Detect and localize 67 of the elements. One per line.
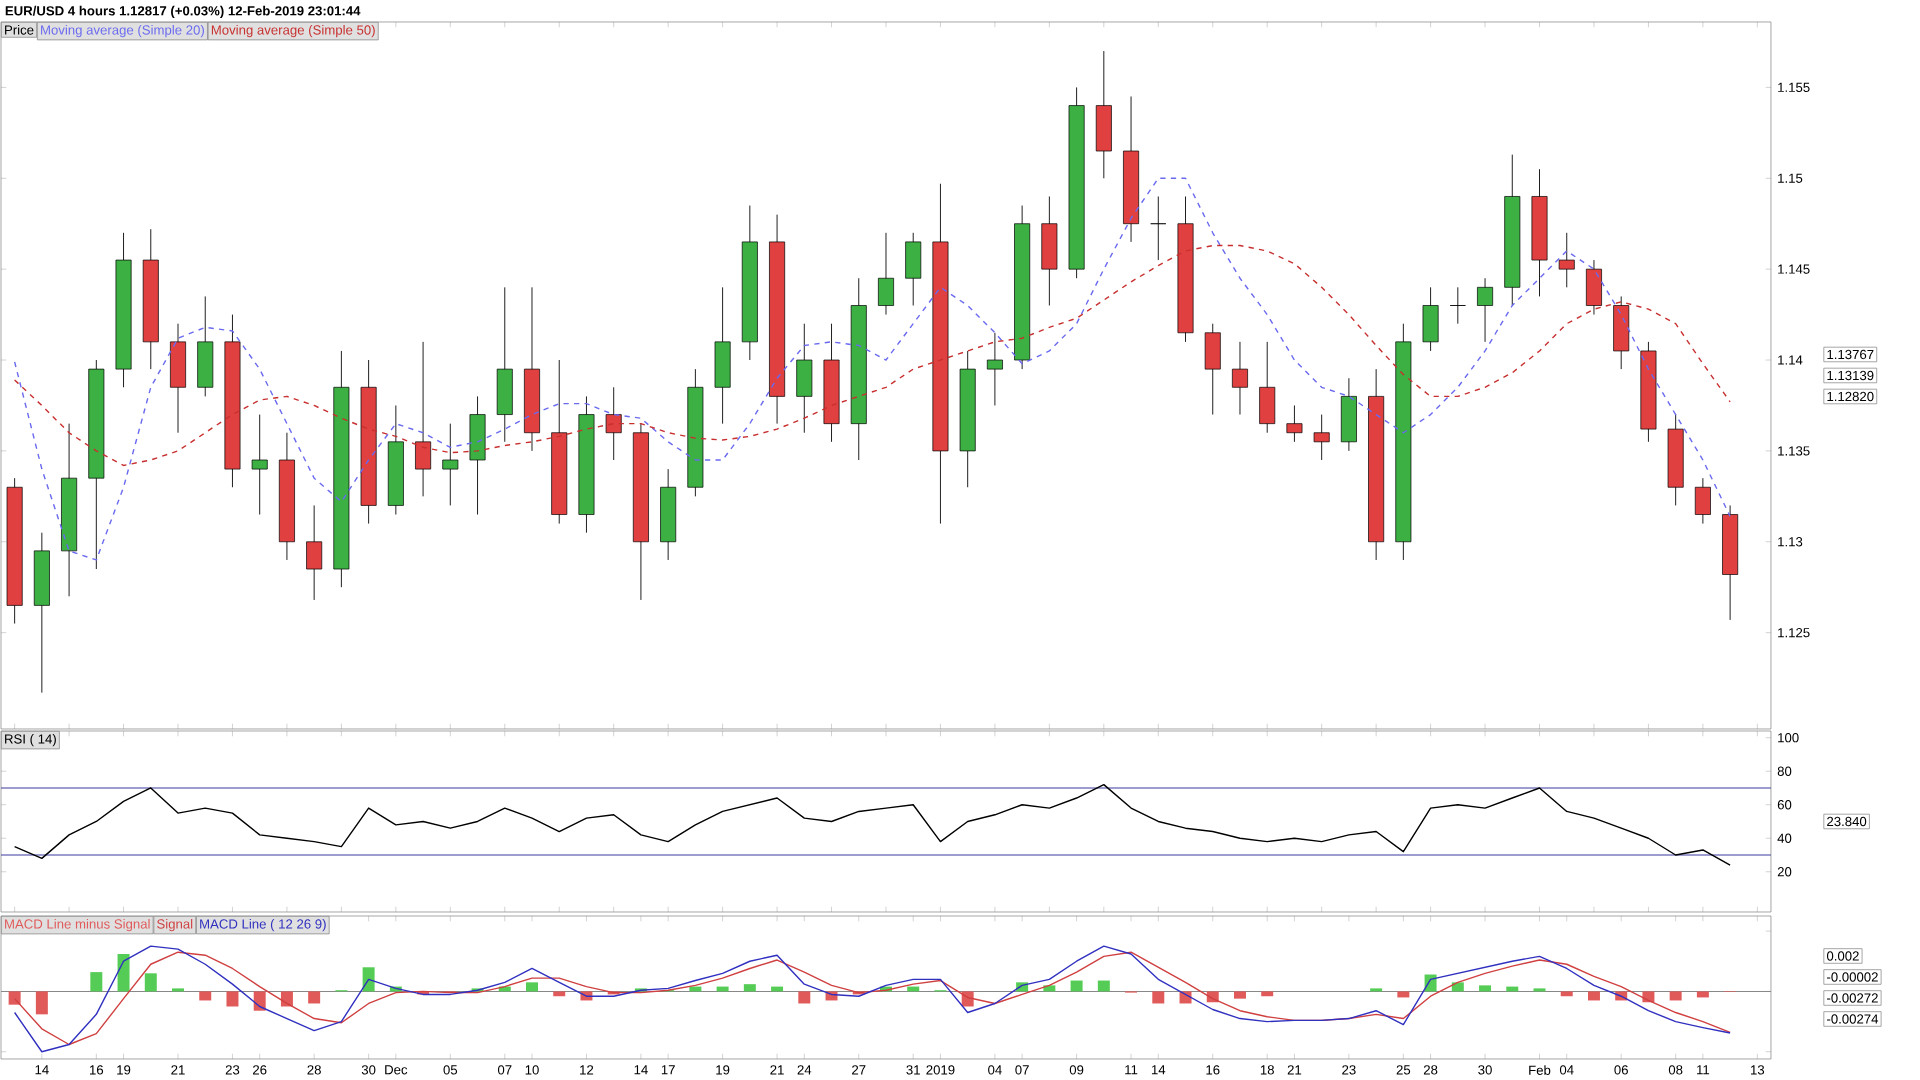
y-tick-label: 20 bbox=[1777, 867, 1792, 877]
text: 23.840 bbox=[1827, 816, 1867, 827]
x-tick-label: Dec bbox=[385, 1065, 408, 1075]
x-tick-label: 30 bbox=[361, 1065, 376, 1075]
x-tick-label: 19 bbox=[117, 1065, 131, 1075]
chart-title: EUR/USD 4 hours 1.12817 (+0.03%) 12-Feb-2019 23:01:44 bbox=[5, 5, 361, 19]
y-tick-label: 60 bbox=[1777, 800, 1792, 810]
y-tick-label: 1.14 bbox=[1778, 355, 1803, 365]
text: Moving average (Simple 50) bbox=[211, 24, 375, 38]
x-tick-label: 04 bbox=[988, 1065, 1002, 1075]
x-tick-label: 04 bbox=[1559, 1065, 1574, 1075]
x-tick-label: 17 bbox=[661, 1065, 675, 1075]
x-tick-label: 30 bbox=[1478, 1065, 1492, 1075]
x-tick-label: 11 bbox=[1697, 1065, 1710, 1075]
x-tick-label: 21 bbox=[171, 1065, 185, 1075]
y-tick-label: 80 bbox=[1777, 766, 1792, 776]
text: 1.12820 bbox=[1827, 391, 1874, 402]
x-tick-label: 2019 bbox=[926, 1065, 955, 1075]
x-tick-label: 16 bbox=[1206, 1065, 1220, 1075]
chart-title: RSI ( 14) bbox=[5, 733, 56, 747]
y-tick-label: 1.125 bbox=[1778, 627, 1810, 638]
text: -0.00274 bbox=[1827, 1014, 1879, 1024]
x-tick-label: 14 bbox=[35, 1065, 49, 1075]
x-tick-label: 16 bbox=[89, 1065, 104, 1075]
series-label: Signal bbox=[157, 918, 193, 932]
x-tick-label: 24 bbox=[797, 1065, 812, 1075]
x-tick-label: 09 bbox=[1069, 1065, 1084, 1075]
x-tick-label: 13 bbox=[1751, 1065, 1765, 1075]
y-tick-label: 40 bbox=[1777, 833, 1792, 843]
y-tick-label: 1.135 bbox=[1778, 446, 1810, 456]
text: -0.00002 bbox=[1827, 972, 1878, 982]
y-tick-label: 1.15 bbox=[1778, 173, 1803, 183]
text: -0.00272 bbox=[1827, 993, 1878, 1003]
text: Price bbox=[5, 24, 34, 35]
y-tick-label: 1.13 bbox=[1778, 537, 1803, 547]
x-tick-label: 21 bbox=[1287, 1065, 1302, 1075]
x-tick-label: 23 bbox=[1342, 1065, 1356, 1075]
x-tick-label: 28 bbox=[307, 1065, 321, 1075]
text: 0.002 bbox=[1826, 951, 1859, 961]
x-tick-label: 08 bbox=[1668, 1065, 1683, 1075]
text: 1.13139 bbox=[1827, 370, 1874, 381]
x-tick-label: 14 bbox=[634, 1065, 648, 1075]
y-tick-label: 1.145 bbox=[1778, 264, 1810, 274]
x-tick-label: 25 bbox=[1396, 1065, 1411, 1075]
x-tick-label: 27 bbox=[852, 1065, 866, 1075]
x-tick-label: 31 bbox=[906, 1065, 920, 1075]
x-tick-label: 07 bbox=[1015, 1065, 1029, 1075]
x-tick-label: 07 bbox=[497, 1065, 512, 1075]
x-tick-label: 19 bbox=[716, 1065, 730, 1075]
x-tick-label: 05 bbox=[443, 1065, 458, 1075]
x-tick-label: 21 bbox=[770, 1065, 784, 1075]
text: Moving average (Simple 20) bbox=[41, 24, 204, 38]
y-tick-label: 1.155 bbox=[1778, 82, 1810, 93]
x-tick-label: 11 bbox=[1125, 1065, 1138, 1075]
x-tick-label: 14 bbox=[1151, 1065, 1166, 1075]
x-tick-label: 23 bbox=[225, 1065, 240, 1075]
y-tick-label: 100 bbox=[1778, 733, 1799, 743]
x-tick-label: 12 bbox=[580, 1065, 594, 1075]
text: 1.13767 bbox=[1827, 349, 1874, 360]
x-tick-label: 28 bbox=[1423, 1065, 1438, 1075]
x-tick-label: 18 bbox=[1260, 1065, 1274, 1075]
x-tick-label: 10 bbox=[525, 1065, 539, 1075]
x-tick-label: 06 bbox=[1614, 1065, 1628, 1075]
x-tick-label: 26 bbox=[253, 1065, 267, 1075]
x-tick-label: Feb bbox=[1529, 1065, 1551, 1075]
text: MACD Line minus Signal bbox=[5, 918, 150, 932]
text: MACD Line ( 12 26 9) bbox=[200, 918, 326, 932]
